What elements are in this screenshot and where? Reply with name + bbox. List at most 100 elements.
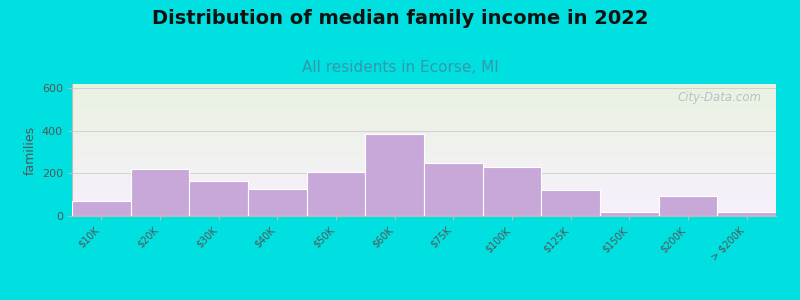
Bar [72,155,776,157]
Bar [72,105,776,106]
Bar [72,213,776,214]
Bar [72,176,776,178]
Bar [72,175,776,176]
Bar [72,174,776,175]
Bar [72,201,776,202]
Bar [72,173,776,174]
Bar [72,98,776,99]
Bar [72,207,776,208]
Bar [72,193,776,194]
Bar [248,189,306,216]
Bar [72,197,776,198]
Bar [72,215,776,216]
Bar [72,131,776,132]
Bar [72,124,776,125]
Bar [72,138,776,139]
Bar [72,191,776,192]
Bar [72,146,776,147]
Bar [72,195,776,196]
Bar [72,171,776,172]
Bar [72,145,776,146]
Bar [72,205,776,206]
Bar [72,114,776,115]
Bar [72,200,776,201]
Bar [72,137,776,138]
Bar [72,100,776,102]
Bar [72,160,776,161]
Bar [72,165,776,166]
Bar [72,196,776,197]
Bar [72,147,776,148]
Bar [72,182,776,183]
Bar [72,162,776,163]
Bar [130,169,190,216]
Bar [72,106,776,107]
Bar [72,97,776,98]
Bar [72,96,776,97]
Bar [600,212,658,216]
Bar [72,86,776,87]
Bar [72,92,776,93]
Bar [72,202,776,203]
Bar [72,168,776,169]
Bar [72,211,776,212]
Bar [72,158,776,159]
Bar [72,186,776,188]
Bar [72,150,776,151]
Bar [72,178,776,180]
Bar [72,190,776,191]
Bar [72,116,776,117]
Bar [72,126,776,127]
Bar [72,134,776,135]
Bar [72,170,776,171]
Bar [72,95,776,96]
Bar [72,132,776,134]
Text: City-Data.com: City-Data.com [678,91,762,103]
Bar [72,206,776,207]
Bar [72,99,776,101]
Bar [72,140,776,141]
Bar [72,93,776,94]
Bar [72,115,776,116]
Bar [72,109,776,110]
Bar [306,172,366,216]
Bar [72,129,776,130]
Bar [72,102,776,103]
Bar [72,169,776,170]
Bar [72,149,776,150]
Bar [72,135,776,136]
Bar [72,89,776,91]
Bar [72,119,776,120]
Bar [72,201,130,216]
Bar [72,118,776,119]
Bar [72,127,776,128]
Bar [72,107,776,108]
Bar [72,141,776,142]
Bar [72,88,776,89]
Bar [72,142,776,143]
Bar [72,185,776,186]
Bar [424,163,482,216]
Bar [72,143,776,145]
Bar [72,198,776,200]
Bar [366,134,424,216]
Bar [542,190,600,216]
Text: Distribution of median family income in 2022: Distribution of median family income in … [152,9,648,28]
Bar [72,84,776,85]
Bar [72,136,776,137]
Bar [72,172,776,173]
Bar [72,85,776,86]
Bar [72,130,776,131]
Bar [72,192,776,193]
Bar [72,181,776,182]
Bar [72,203,776,204]
Bar [190,181,248,216]
Bar [72,204,776,205]
Bar [72,91,776,92]
Bar [482,167,542,216]
Bar [72,122,776,124]
Bar [72,87,776,88]
Bar [72,151,776,152]
Text: All residents in Ecorse, MI: All residents in Ecorse, MI [302,60,498,75]
Bar [72,117,776,118]
